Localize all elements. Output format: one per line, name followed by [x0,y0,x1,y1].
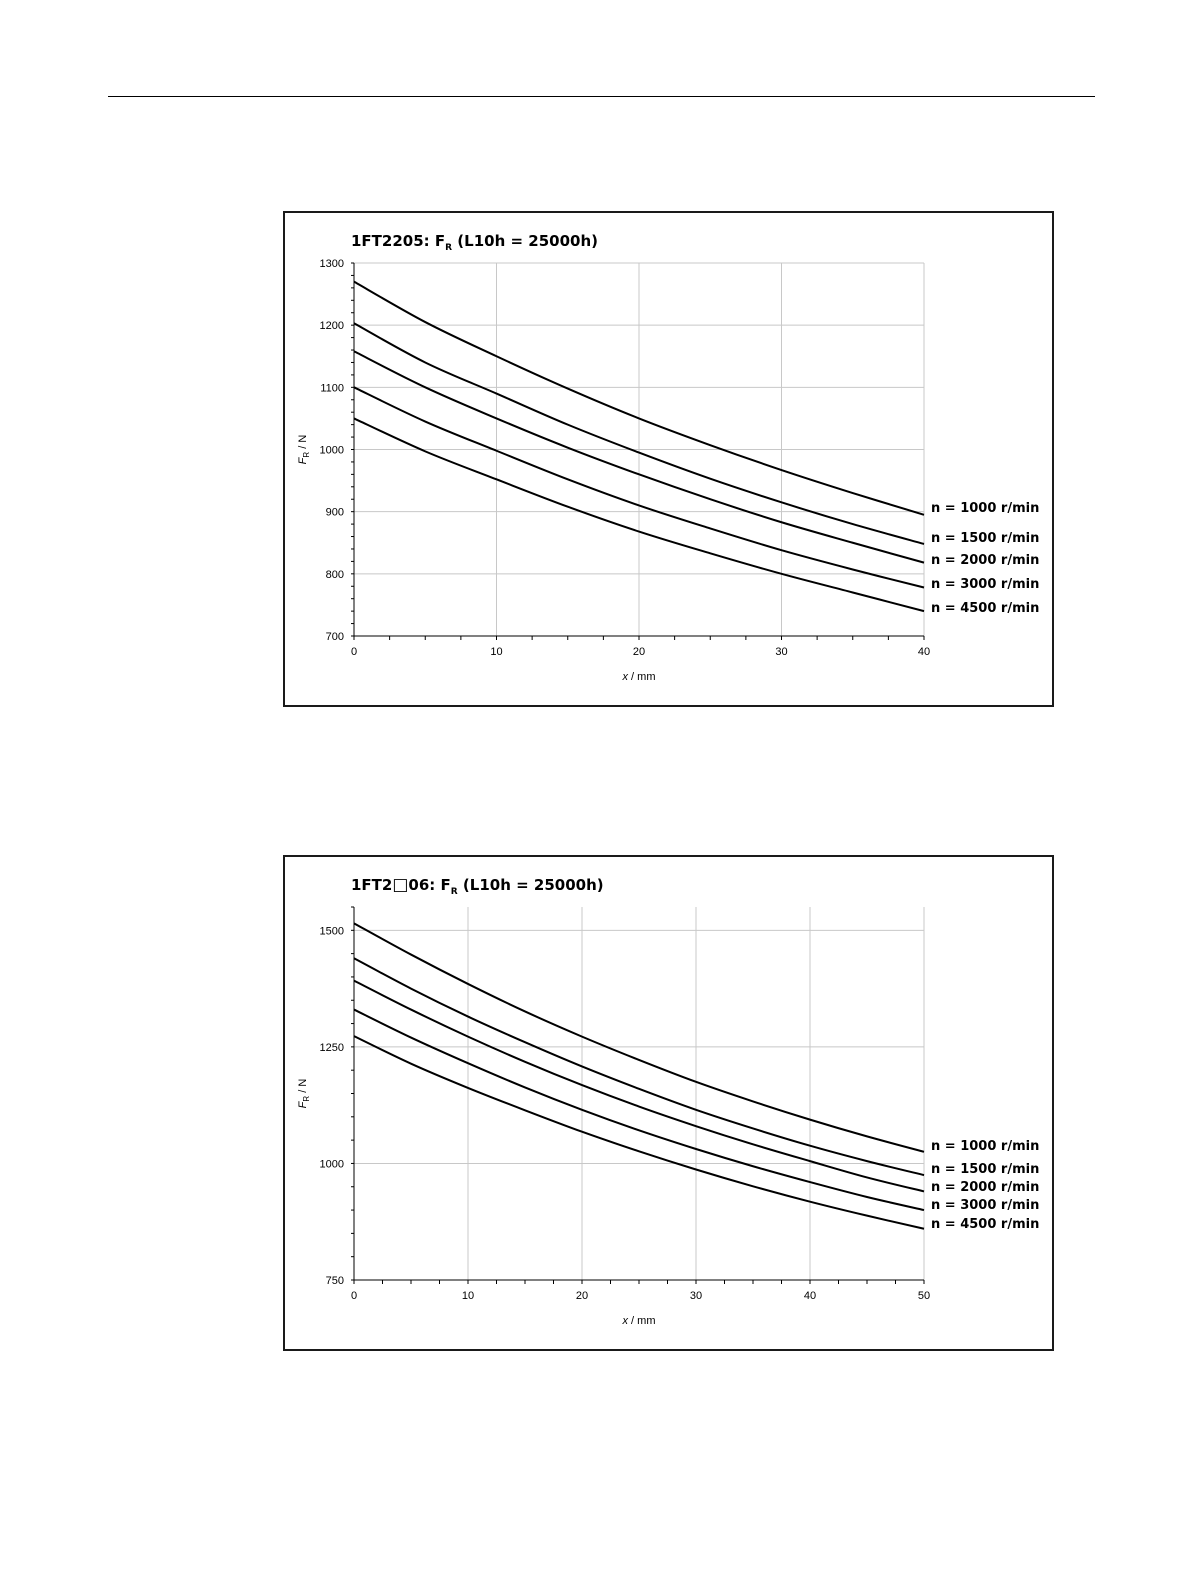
series-line [353,322,925,545]
series-line [353,1035,925,1230]
header-rule [108,96,1095,97]
x-axis-label: x / mm [622,671,656,683]
y-tick-label: 1200 [320,320,344,332]
y-axis-label: FR / N [297,435,311,465]
y-axis-label-italic: F [297,1100,309,1108]
series-line [353,922,925,1153]
series-label: n = 4500 r/min [931,1217,1039,1232]
series-label: n = 1000 r/min [931,1139,1039,1154]
x-tick-label: 50 [918,1290,930,1302]
series-label: n = 2000 r/min [931,1180,1039,1195]
y-axis-label-italic: F [297,456,309,464]
chart-title-suffix: (L10h = 25000h) [452,232,598,250]
x-axis-label-unit: / mm [628,1315,656,1327]
y-tick-label: 1250 [320,1042,344,1054]
x-tick-label: 10 [462,1290,474,1302]
series-line [353,957,925,1177]
x-axis-label-unit: / mm [628,671,656,683]
y-tick-label: 1000 [320,1158,344,1170]
y-tick-label: 750 [326,1275,344,1287]
x-tick-label: 0 [351,646,357,658]
series-line [353,350,925,564]
x-tick-label: 40 [918,646,930,658]
series-label: n = 2000 r/min [931,553,1039,568]
series-label: n = 1000 r/min [931,501,1039,516]
chart-title-subscript: R [445,243,452,253]
x-tick-label: 30 [775,646,787,658]
y-tick-label: 1000 [320,445,344,457]
x-axis-label-italic: x [622,1315,629,1327]
chart-title-box: □ [392,875,408,895]
y-tick-label: 900 [326,507,344,519]
series-label: n = 1500 r/min [931,1162,1039,1177]
chart-frame-1ft206: 0 10 20 30 40 50 750 1000 1250 1500 1FT2□06: FR (L… [283,855,1054,1351]
y-tick-label: 800 [326,569,344,581]
series-line [353,386,925,589]
series-line [353,280,925,516]
chart-1ft2205: 0 10 20 30 40 700 800 900 1000 1100 1200 1300 1FT220… [297,232,1039,683]
chart-title-mid: 06: F [408,876,450,894]
series-line [353,979,925,1193]
y-tick-label: 1300 [320,258,344,270]
chart-title-prefix: 1FT2205: F [351,232,445,250]
x-tick-label: 0 [351,1290,357,1302]
series-label: n = 1500 r/min [931,531,1039,546]
x-tick-label: 10 [490,646,502,658]
y-tick-label: 700 [326,631,344,643]
x-tick-label: 20 [576,1290,588,1302]
x-tick-label: 40 [804,1290,816,1302]
series-line [353,417,925,613]
series-label: n = 3000 r/min [931,577,1039,592]
y-axis-label-subscript: R [302,452,311,458]
series-label: n = 4500 r/min [931,601,1039,616]
chart-title-subscript: R [451,887,458,897]
x-axis-label: x / mm [622,1315,656,1327]
chart-title-suffix: (L10h = 25000h) [458,876,604,894]
chart-frame-1ft2205: 0 10 20 30 40 700 800 900 1000 1100 1200 1300 1FT220… [283,211,1054,707]
y-tick-label: 1100 [320,382,344,394]
chart-title: 1FT2205: FR (L10h = 25000h) [351,232,598,253]
x-tick-label: 20 [633,646,645,658]
chart-title: 1FT2□06: FR (L10h = 25000h) [351,875,604,897]
y-axis-label-unit: / N [297,1079,309,1096]
chart-title-prefix: 1FT2 [351,876,392,894]
series-label: n = 3000 r/min [931,1198,1039,1213]
y-tick-label: 1500 [320,925,344,937]
y-axis-label: FR / N [297,1079,311,1109]
y-axis-label-subscript: R [302,1096,311,1102]
series-line [353,1008,925,1212]
x-axis-label-italic: x [622,671,629,683]
x-tick-label: 30 [690,1290,702,1302]
y-axis-label-unit: / N [297,435,309,452]
